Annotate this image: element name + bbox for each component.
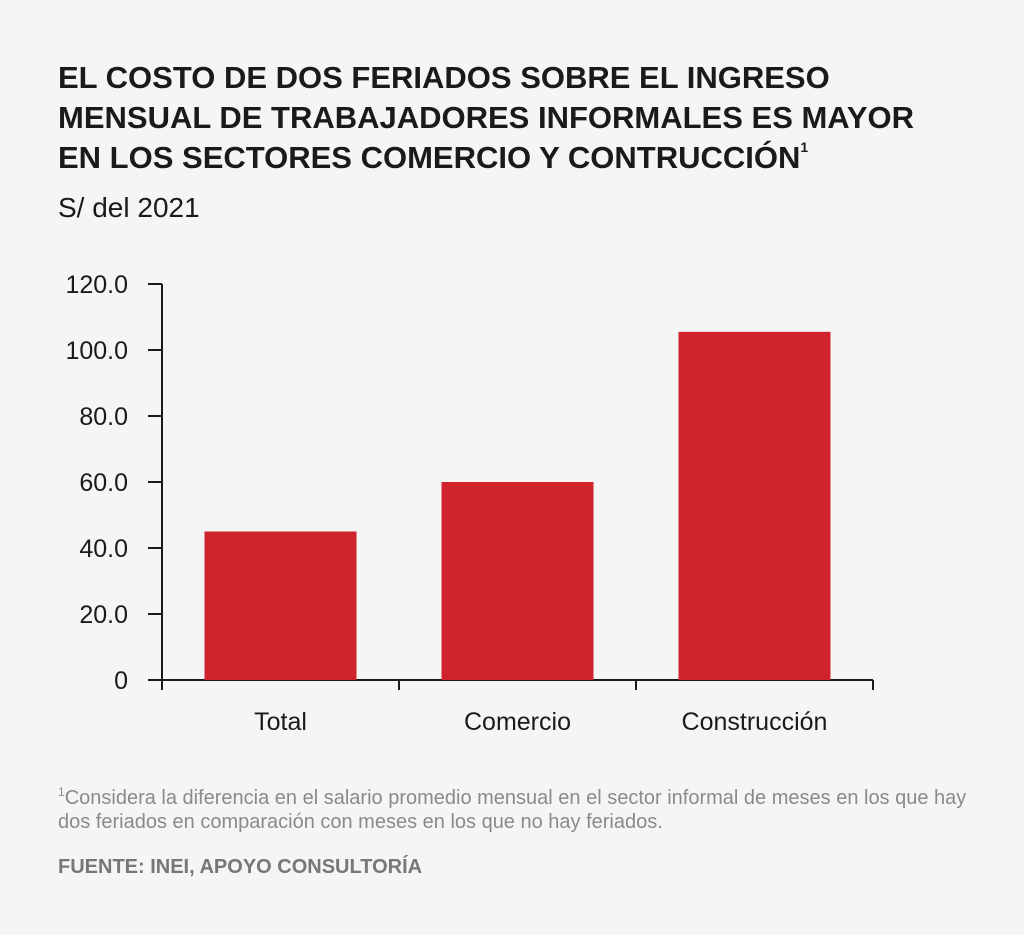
chart-subtitle: S/ del 2021 bbox=[58, 192, 200, 223]
y-tick-label: 40.0 bbox=[79, 535, 128, 563]
footnote-text: Considera la diferencia en el salario pr… bbox=[58, 787, 967, 833]
footnote-marker: 1 bbox=[58, 785, 65, 799]
title-footnote-marker: 1 bbox=[800, 139, 809, 155]
y-tick-label: 120.0 bbox=[65, 271, 128, 299]
x-tick-label: Total bbox=[254, 708, 307, 736]
chart-title-line-3-text: EN LOS SECTORES COMERCIO Y CONTRUCCIÓN bbox=[58, 140, 801, 175]
chart-title: EL COSTO DE DOS FERIADOS SOBRE EL INGRES… bbox=[58, 58, 958, 178]
x-tick-label: Comercio bbox=[464, 708, 571, 736]
y-tick-label: 60.0 bbox=[79, 469, 128, 497]
chart-title-line-2: MENSUAL DE TRABAJADORES INFORMALES ES MA… bbox=[58, 100, 915, 135]
chart-title-line-1: EL COSTO DE DOS FERIADOS SOBRE EL INGRES… bbox=[58, 60, 830, 95]
y-tick-label: 80.0 bbox=[79, 403, 128, 431]
y-tick-label: 20.0 bbox=[79, 601, 128, 629]
bar-total bbox=[204, 531, 357, 680]
source-note: FUENTE: INEI, APOYO CONSULTORÍA bbox=[58, 856, 423, 878]
y-tick-label: 100.0 bbox=[65, 337, 128, 365]
chart-title-line-3: EN LOS SECTORES COMERCIO Y CONTRUCCIÓN1 bbox=[58, 138, 958, 178]
bar-construccion bbox=[678, 331, 831, 680]
y-tick-label: 0 bbox=[114, 667, 128, 695]
footnote: 1Considera la diferencia en el salario p… bbox=[58, 786, 978, 834]
x-tick-label: Construcción bbox=[682, 708, 828, 736]
bar-chart: 0 20.0 40.0 60.0 80.0 100.0 120.0 Total Comercio… bbox=[65, 271, 874, 736]
bar-comercio bbox=[441, 482, 594, 680]
